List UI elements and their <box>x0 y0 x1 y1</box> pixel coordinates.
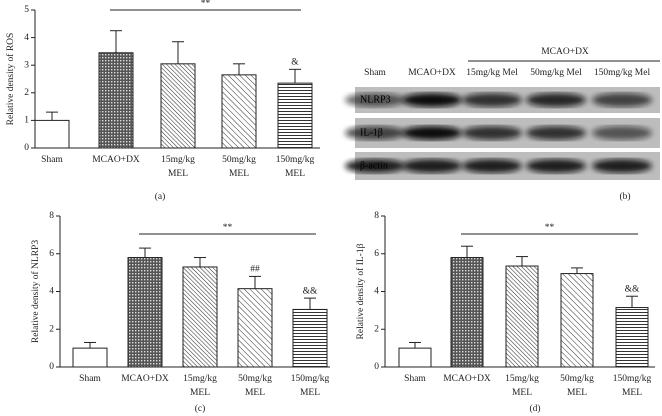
significance-label: ** <box>201 0 211 9</box>
bar <box>560 273 594 368</box>
bar-label: ## <box>250 265 260 275</box>
blot-band <box>592 126 652 140</box>
blot-band <box>345 93 405 107</box>
y-tick-label: 6 <box>374 249 379 259</box>
x-tick-label: MEL <box>300 388 320 398</box>
x-tick-label: MEL <box>567 388 587 398</box>
y-tick-label: 2 <box>374 324 379 334</box>
x-tick-label: MCAO+DX <box>443 374 491 384</box>
blot-band <box>526 126 586 140</box>
x-tick-label: 15mg/kg <box>505 374 539 384</box>
bar-label: && <box>303 286 318 296</box>
x-tick-label: 50mg/kg <box>560 374 594 384</box>
y-tick-label: 1 <box>24 116 29 126</box>
y-axis-label: Relative density of NLRP3 <box>30 240 41 343</box>
y-tick-label: 2 <box>49 324 54 334</box>
blot-band <box>345 126 405 140</box>
significance-label: ** <box>223 223 233 233</box>
bar <box>98 52 134 149</box>
y-tick-label: 4 <box>374 287 379 297</box>
bar <box>237 288 273 368</box>
y-tick-label: 6 <box>49 249 54 259</box>
x-tick-label: MEL <box>512 388 532 398</box>
y-tick-label: 0 <box>24 143 29 153</box>
x-tick-label: 15mg/kg <box>161 155 195 165</box>
y-tick-label: 8 <box>49 211 54 221</box>
blot-band <box>402 159 462 173</box>
bar <box>221 74 257 149</box>
x-tick-label: 50mg/kg <box>222 155 256 165</box>
bar <box>182 266 218 368</box>
blot-band <box>402 93 462 107</box>
bar <box>292 308 328 368</box>
y-axis-label: Relative density of ROS <box>5 33 16 126</box>
lane-label: 15mg/kg Mel <box>466 68 518 78</box>
bar <box>72 347 108 368</box>
blot-band <box>462 159 522 173</box>
blot-band <box>462 126 522 140</box>
bar <box>277 82 313 149</box>
x-tick-label: 50mg/kg <box>238 374 272 384</box>
row-label: β-actin <box>360 160 388 171</box>
y-axis-label: Relative density of IL-1β <box>355 243 366 339</box>
bar <box>615 307 649 368</box>
x-tick-label: 15mg/kg <box>183 374 217 384</box>
y-tick-label: 3 <box>24 60 29 70</box>
x-tick-label: MEL <box>168 169 188 179</box>
group-label: MCAO+DX <box>541 47 589 57</box>
lane-label: 150mg/kg Mel <box>594 68 651 78</box>
x-tick-label: Sham <box>79 374 101 384</box>
bar <box>160 63 196 149</box>
x-tick-label: MEL <box>245 388 265 398</box>
lane-label: 50mg/kg Mel <box>530 68 582 78</box>
bar <box>450 257 484 368</box>
bar-label: && <box>625 284 640 294</box>
blot-band <box>462 93 522 107</box>
bar-label: & <box>291 58 299 68</box>
blot-band <box>592 159 652 173</box>
x-tick-label: MCAO+DX <box>92 155 140 165</box>
significance-label: ** <box>545 223 555 233</box>
x-tick-label: MEL <box>285 169 305 179</box>
panel-label: (d) <box>529 403 540 414</box>
row-label: NLRP3 <box>360 94 391 105</box>
blot-band <box>345 159 405 173</box>
x-tick-label: MEL <box>190 388 210 398</box>
lane-label: Sham <box>364 68 386 78</box>
x-tick-label: Sham <box>404 374 426 384</box>
blot-band <box>402 126 462 140</box>
bar <box>127 257 163 368</box>
y-tick-label: 0 <box>374 362 379 372</box>
x-tick-label: 150mg/kg <box>613 374 652 384</box>
y-tick-label: 4 <box>24 33 29 43</box>
y-tick-label: 2 <box>24 88 29 98</box>
bar <box>398 347 432 368</box>
blot-band <box>526 93 586 107</box>
x-tick-label: MEL <box>229 169 249 179</box>
panel-label: (c) <box>195 403 206 414</box>
x-tick-label: 150mg/kg <box>291 374 330 384</box>
y-tick-label: 4 <box>49 287 54 297</box>
y-tick-label: 0 <box>49 362 54 372</box>
panel-label: (b) <box>619 191 630 202</box>
x-tick-label: 150mg/kg <box>276 155 315 165</box>
row-label: IL-1β <box>360 127 383 138</box>
bar <box>34 119 70 149</box>
x-tick-label: MCAO+DX <box>121 374 169 384</box>
lane-label: MCAO+DX <box>408 68 456 78</box>
y-tick-label: 5 <box>24 5 29 15</box>
x-tick-label: Sham <box>41 155 63 165</box>
x-tick-label: MEL <box>622 388 642 398</box>
bar <box>505 265 539 368</box>
y-tick-label: 8 <box>374 211 379 221</box>
blot-band <box>592 93 652 107</box>
blot-band <box>526 159 586 173</box>
western-blot: Sham MCAO+DX 15mg/kg Mel 50mg/kg Mel 150mg/k… <box>345 47 660 202</box>
panel-label: (a) <box>155 191 166 202</box>
